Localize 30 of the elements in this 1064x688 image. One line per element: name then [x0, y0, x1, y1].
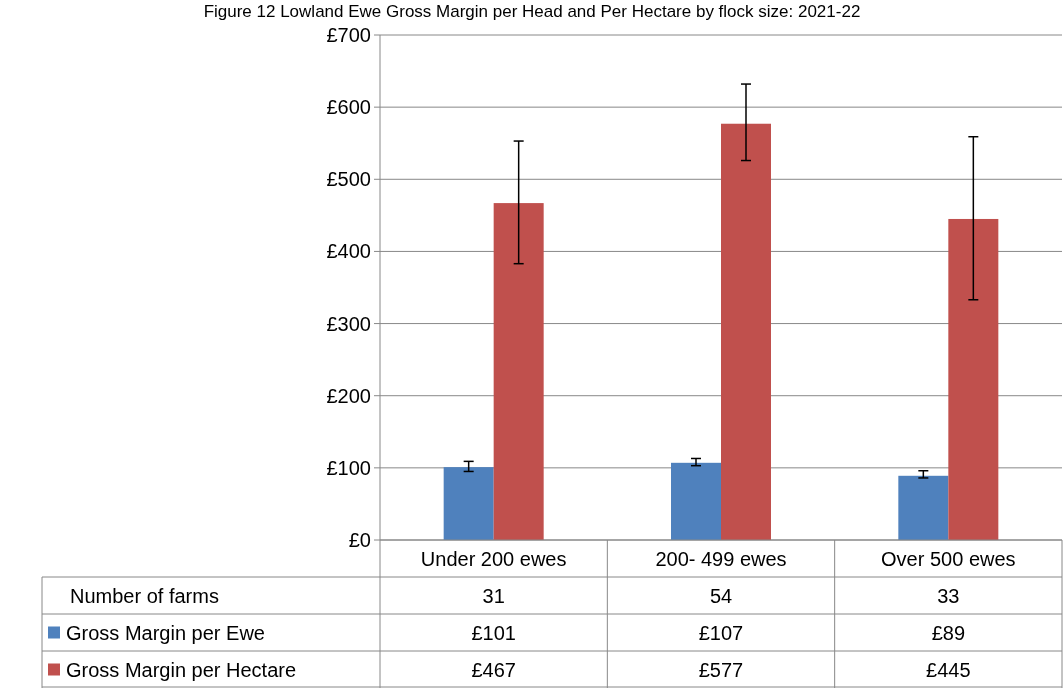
legend-label: Gross Margin per Hectare [66, 658, 297, 681]
bar [948, 218, 999, 540]
chart-title: Figure 12 Lowland Ewe Gross Margin per Head and Per Hectare by flock size: 2021-22 [203, 2, 861, 21]
x-tick-label: 200- 499 ewes [655, 547, 787, 570]
data-label: £107 [698, 621, 744, 644]
data-label: £577 [698, 658, 744, 681]
bar [443, 467, 494, 540]
y-tick-label: £200 [326, 384, 371, 407]
text: 33 [937, 584, 960, 607]
y-tick-label: £100 [326, 456, 371, 479]
y-tick-label: £600 [326, 96, 371, 119]
y-tick-label: £700 [326, 24, 371, 46]
text: 54 [709, 584, 733, 607]
x-tick-label: Under 200 ewes [420, 547, 567, 570]
data-label: £89 [931, 621, 966, 644]
bar [721, 123, 771, 540]
data-label: £467 [471, 658, 516, 681]
bar [493, 203, 544, 540]
text: 31 [482, 584, 505, 607]
y-tick-label: £500 [326, 168, 371, 191]
x-tick-label: Over 500 ewes [881, 547, 1016, 570]
bar [898, 475, 949, 540]
y-tick-label: £300 [326, 312, 371, 335]
data-label: £445 [926, 658, 971, 681]
y-tick-label: £0 [348, 529, 371, 551]
text: Number of farms [70, 584, 219, 607]
legend-label: Gross Margin per Ewe [66, 621, 265, 644]
data-label: £101 [471, 621, 516, 644]
bar [671, 462, 721, 540]
y-tick-label: £400 [326, 240, 371, 263]
